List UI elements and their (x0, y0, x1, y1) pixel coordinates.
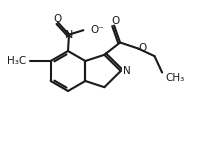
Text: CH₃: CH₃ (165, 72, 184, 82)
Text: O: O (53, 14, 61, 24)
Text: O: O (138, 42, 146, 52)
Text: N: N (65, 30, 73, 40)
Text: O: O (111, 16, 119, 26)
Text: H₃C: H₃C (7, 56, 27, 66)
Text: N: N (123, 66, 131, 76)
Text: O⁻: O⁻ (90, 25, 104, 35)
